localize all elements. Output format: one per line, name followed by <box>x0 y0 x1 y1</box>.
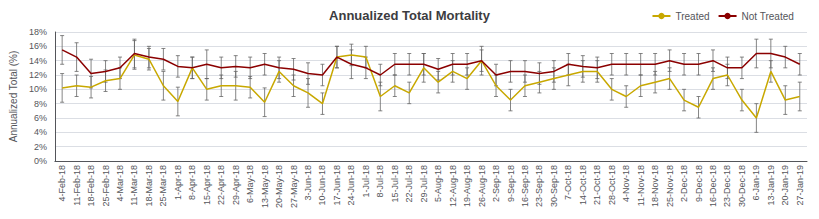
svg-text:Not Treated: Not Treated <box>742 11 794 22</box>
svg-text:6-May-18: 6-May-18 <box>245 165 255 203</box>
svg-text:16-Dec-18: 16-Dec-18 <box>708 165 718 207</box>
svg-text:20-May-18: 20-May-18 <box>274 165 284 208</box>
svg-text:25-Feb-18: 25-Feb-18 <box>101 165 111 207</box>
svg-text:0%: 0% <box>34 156 47 166</box>
svg-text:23-Sep-18: 23-Sep-18 <box>534 165 544 207</box>
svg-text:22-Apr-18: 22-Apr-18 <box>216 165 226 205</box>
svg-text:16-Sep-18: 16-Sep-18 <box>520 165 530 207</box>
svg-text:25-Nov-18: 25-Nov-18 <box>665 165 675 207</box>
svg-text:4%: 4% <box>34 127 47 137</box>
svg-text:18-Mar-18: 18-Mar-18 <box>144 165 154 207</box>
svg-text:16%: 16% <box>29 41 47 51</box>
svg-text:6%: 6% <box>34 113 47 123</box>
svg-text:19-Aug-18: 19-Aug-18 <box>462 165 472 207</box>
svg-text:Treated: Treated <box>675 11 709 22</box>
svg-text:15-Jul-18: 15-Jul-18 <box>390 165 400 203</box>
svg-text:25-Mar-18: 25-Mar-18 <box>158 165 168 207</box>
svg-text:27-May-18: 27-May-18 <box>289 165 299 208</box>
svg-text:2%: 2% <box>34 142 47 152</box>
svg-text:18%: 18% <box>29 27 47 37</box>
svg-text:20-Jan-19: 20-Jan-19 <box>780 165 790 206</box>
svg-text:26-Aug-18: 26-Aug-18 <box>477 165 487 207</box>
svg-text:30-Dec-18: 30-Dec-18 <box>737 165 747 207</box>
svg-text:29-Jul-18: 29-Jul-18 <box>419 165 429 203</box>
svg-text:Annualized Total (%): Annualized Total (%) <box>8 51 19 143</box>
svg-text:10%: 10% <box>29 84 47 94</box>
svg-text:6-Jan-19: 6-Jan-19 <box>751 165 761 201</box>
svg-text:4-Nov-18: 4-Nov-18 <box>621 165 631 202</box>
svg-text:8-Apr-18: 8-Apr-18 <box>187 165 197 200</box>
svg-text:11-Nov-18: 11-Nov-18 <box>636 165 646 206</box>
svg-text:22-Jul-18: 22-Jul-18 <box>404 165 414 203</box>
svg-text:11-Feb-18: 11-Feb-18 <box>72 165 82 206</box>
svg-text:27-Jan-19: 27-Jan-19 <box>795 165 805 206</box>
svg-text:17-Jun-18: 17-Jun-18 <box>332 165 342 206</box>
svg-text:9-Dec-18: 9-Dec-18 <box>694 165 704 202</box>
svg-text:12-Aug-18: 12-Aug-18 <box>448 165 458 207</box>
svg-text:21-Oct-18: 21-Oct-18 <box>592 165 602 205</box>
svg-text:18-Nov-18: 18-Nov-18 <box>650 165 660 207</box>
svg-text:24-Jun-18: 24-Jun-18 <box>346 165 356 206</box>
svg-text:5-Aug-18: 5-Aug-18 <box>433 165 443 202</box>
svg-text:30-Sep-18: 30-Sep-18 <box>549 165 559 207</box>
svg-text:15-Apr-18: 15-Apr-18 <box>202 165 212 205</box>
svg-text:10-Jun-18: 10-Jun-18 <box>317 165 327 206</box>
svg-text:14-Oct-18: 14-Oct-18 <box>578 165 588 205</box>
svg-text:23-Dec-18: 23-Dec-18 <box>722 165 732 207</box>
svg-text:18-Feb-18: 18-Feb-18 <box>86 165 96 207</box>
svg-text:Annualized Total Mortality: Annualized Total Mortality <box>329 8 491 23</box>
svg-text:12%: 12% <box>29 70 47 80</box>
svg-text:8-Jul-18: 8-Jul-18 <box>375 165 385 198</box>
svg-text:13-Jan-19: 13-Jan-19 <box>766 165 776 206</box>
svg-text:29-Apr-18: 29-Apr-18 <box>231 165 241 205</box>
svg-text:1-Jul-18: 1-Jul-18 <box>361 165 371 198</box>
svg-text:4-Feb-18: 4-Feb-18 <box>57 165 67 202</box>
svg-text:2-Sep-18: 2-Sep-18 <box>491 165 501 202</box>
svg-text:3-Jun-18: 3-Jun-18 <box>303 165 313 201</box>
svg-text:14%: 14% <box>29 56 47 66</box>
svg-text:7-Oct-18: 7-Oct-18 <box>563 165 573 200</box>
svg-text:9-Sep-18: 9-Sep-18 <box>506 165 516 202</box>
svg-text:4-Mar-18: 4-Mar-18 <box>115 165 125 202</box>
svg-text:8%: 8% <box>34 99 47 109</box>
svg-text:1-Apr-18: 1-Apr-18 <box>173 165 183 200</box>
svg-text:13-May-18: 13-May-18 <box>260 165 270 208</box>
svg-text:11-Mar-18: 11-Mar-18 <box>129 165 139 206</box>
svg-text:2-Dec-18: 2-Dec-18 <box>679 165 689 202</box>
svg-text:28-Oct-18: 28-Oct-18 <box>607 165 617 205</box>
